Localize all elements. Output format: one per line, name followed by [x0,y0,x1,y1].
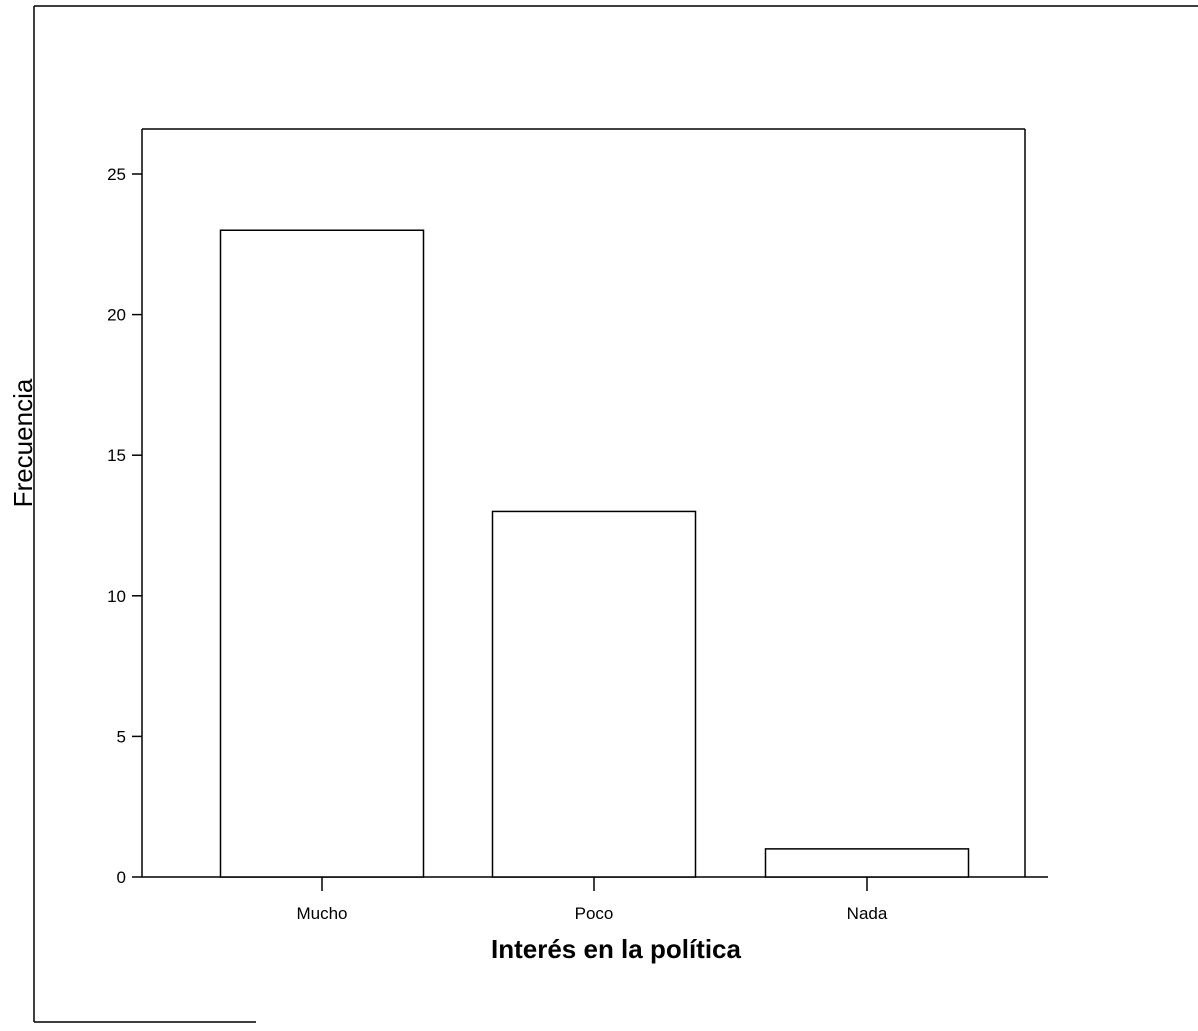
bar-poco [491,510,697,878]
y-tick-label-5: 5 [117,727,126,746]
x-axis-title: Interés en la política [491,934,742,964]
bar-mucho [219,229,425,878]
y-axis: 0 5 10 15 20 25 [107,165,142,887]
x-tick-label-poco: Poco [575,904,614,923]
bars-group [219,229,970,878]
y-axis-title: Frecuencia [8,378,38,507]
y-tick-label-25: 25 [107,165,126,184]
y-tick-label-20: 20 [107,306,126,325]
x-tick-label-mucho: Mucho [296,904,347,923]
x-axis: Mucho Poco Nada [296,877,888,923]
x-tick-label-nada: Nada [847,904,888,923]
y-tick-label-15: 15 [107,446,126,465]
outer-frame [33,5,1198,1023]
y-tick-label-10: 10 [107,587,126,606]
bar-nada [764,848,970,878]
y-tick-label-0: 0 [117,868,126,887]
